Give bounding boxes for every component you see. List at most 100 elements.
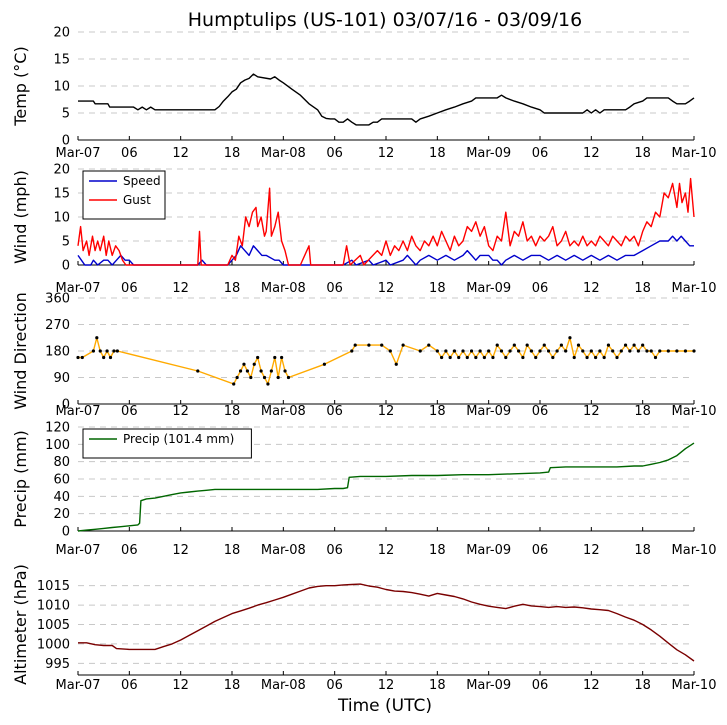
data-point (675, 349, 679, 353)
data-point (418, 349, 422, 353)
y-tick-label: 1010 (37, 599, 70, 614)
y-axis-label-precip: Precip (mm) (11, 430, 30, 528)
data-point (568, 336, 572, 340)
data-point (444, 349, 448, 353)
data-point (606, 343, 611, 347)
x-tick-label: 18 (429, 404, 446, 419)
x-tick-label: Mar-09 (466, 146, 511, 161)
data-point (469, 349, 474, 353)
x-tick-label: Mar-08 (261, 404, 306, 419)
x-tick-label: 12 (172, 146, 189, 161)
data-point (572, 355, 576, 360)
data-point (427, 343, 431, 347)
data-point (551, 355, 555, 360)
legend-box (82, 170, 166, 220)
y-tick-label: 40 (53, 490, 70, 505)
x-tick-label: 18 (634, 543, 651, 558)
legend-label: Precip (101.4 mm) (123, 432, 234, 446)
y-tick-label: 995 (45, 657, 70, 672)
data-point (350, 349, 354, 353)
x-tick-label: Mar-09 (466, 281, 511, 296)
x-tick-label: 06 (121, 404, 138, 419)
y-tick-label: 10 (53, 211, 70, 226)
x-tick-label: 18 (634, 404, 651, 419)
data-point (683, 349, 688, 353)
data-point (440, 355, 444, 360)
x-tick-label: 18 (224, 404, 241, 419)
x-tick-label: 12 (378, 678, 395, 693)
y-tick-label: 20 (53, 163, 70, 178)
y-tick-label: 270 (45, 318, 70, 333)
data-point (367, 343, 371, 347)
legend-box (82, 428, 252, 459)
data-point (196, 369, 200, 373)
y-tick-label: 10 (53, 80, 70, 95)
x-tick-label: Mar-09 (466, 543, 511, 558)
legend-wind: Speed Gust (82, 170, 166, 220)
data-point (256, 355, 260, 360)
x-tick-label: Mar-10 (672, 543, 717, 558)
data-point (266, 382, 270, 386)
data-point (666, 349, 670, 353)
data-point (653, 355, 658, 360)
y-tick-label: 0 (62, 134, 70, 149)
x-tick-label: 06 (121, 281, 138, 296)
data-point (457, 355, 461, 360)
data-point (108, 355, 113, 360)
data-point (249, 375, 253, 380)
series-line-altimeter (78, 583, 695, 662)
panel-precip: Mar-07 06 12 18 Mar-08 06 12 18 Mar-09 06 12 18 Mar-… (11, 421, 716, 559)
data-point (112, 349, 116, 353)
x-tick-label: Mar-08 (261, 281, 306, 296)
data-point (508, 349, 512, 353)
legend-label: Gust (123, 193, 151, 207)
y-axis-label-wind: Wind (mph) (11, 170, 30, 264)
data-point (252, 362, 256, 366)
y-tick-label: 1000 (37, 637, 70, 652)
data-point (76, 355, 80, 360)
data-point (401, 343, 405, 347)
y-tick-label: 1015 (37, 579, 70, 594)
y-tick-label: 100 (45, 438, 70, 453)
x-tick-label: 18 (224, 543, 241, 558)
y-tick-label: 0 (62, 398, 70, 413)
data-point (495, 343, 499, 347)
data-point (538, 349, 542, 353)
data-point (602, 355, 606, 360)
x-tick-label: 06 (532, 146, 549, 161)
data-point (286, 375, 291, 380)
x-tick-label: Mar-08 (261, 543, 306, 558)
data-point (658, 349, 662, 353)
x-tick-label: 18 (224, 678, 241, 693)
x-tick-label: Mar-09 (466, 678, 511, 693)
x-tick-label: 06 (121, 678, 138, 693)
data-point (388, 349, 392, 353)
data-point (280, 355, 284, 360)
y-tick-label: 5 (62, 235, 70, 250)
x-tick-label: 12 (172, 404, 189, 419)
x-tick-label: 12 (378, 146, 395, 161)
x-tick-label: 06 (121, 146, 138, 161)
data-point (628, 349, 632, 353)
x-tick-label: Mar-10 (672, 678, 717, 693)
x-tick-label: 06 (326, 678, 343, 693)
y-tick-label: 20 (53, 26, 70, 41)
y-tick-label: 80 (53, 455, 70, 470)
y-tick-label: 0 (62, 259, 70, 274)
data-point (632, 343, 636, 347)
data-point (461, 349, 465, 353)
data-point (542, 343, 546, 347)
x-tick-label: Mar-07 (56, 146, 101, 161)
data-point (474, 355, 478, 360)
x-tick-label: 12 (583, 146, 600, 161)
data-point (242, 362, 246, 366)
data-point (555, 349, 559, 353)
x-tick-label: 18 (224, 146, 241, 161)
data-point (269, 369, 273, 373)
y-tick-label: 180 (45, 345, 70, 360)
data-point (581, 349, 585, 353)
data-point (585, 355, 589, 360)
data-point (521, 355, 525, 360)
x-tick-label: 18 (634, 146, 651, 161)
x-tick-label: Mar-07 (56, 404, 101, 419)
